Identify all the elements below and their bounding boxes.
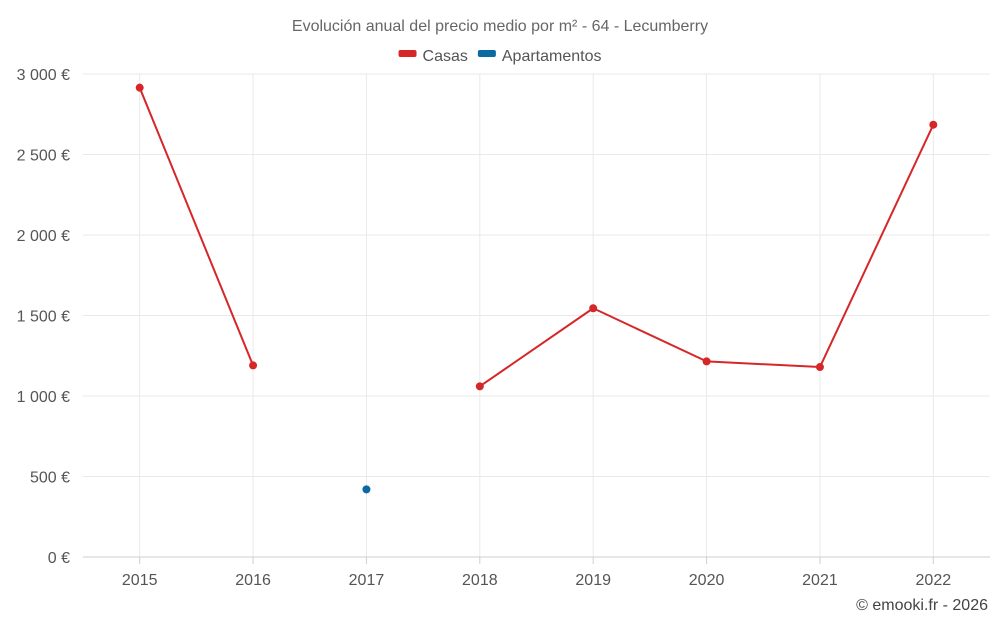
legend-swatch-casas bbox=[398, 50, 417, 57]
x-tick-label: 2015 bbox=[122, 572, 158, 589]
grid-layer bbox=[83, 73, 990, 557]
credit-text: © emooki.fr - 2026 bbox=[856, 597, 988, 614]
legend-label-casas: Casas bbox=[423, 48, 468, 65]
data-point-casas-2020 bbox=[702, 357, 711, 366]
x-tick-label: 2021 bbox=[802, 572, 838, 589]
data-point-casas-2021 bbox=[815, 363, 824, 372]
series-layer bbox=[135, 83, 938, 494]
x-tick-label: 2018 bbox=[462, 572, 498, 589]
x-tick-label: 2022 bbox=[916, 572, 952, 589]
legend-item-casas: Casas bbox=[398, 48, 468, 65]
y-tick-label: 2 500 € bbox=[17, 148, 70, 165]
data-point-casas-2022 bbox=[929, 120, 938, 129]
x-tick-label: 2019 bbox=[575, 572, 611, 589]
y-tick-label: 3 000 € bbox=[17, 67, 70, 84]
x-tick-label: 2017 bbox=[349, 572, 385, 589]
y-tick-label: 1 000 € bbox=[17, 389, 70, 406]
legend: Casas Apartamentos bbox=[398, 48, 602, 65]
data-point-casas-2018 bbox=[475, 382, 484, 391]
y-tick-label: 2 000 € bbox=[17, 228, 70, 245]
data-point-casas-2019 bbox=[589, 304, 598, 313]
legend-label-apartamentos: Apartamentos bbox=[502, 48, 602, 65]
y-tick-label: 500 € bbox=[30, 470, 70, 487]
legend-swatch-apartamentos bbox=[477, 50, 496, 57]
data-point-casas-2015 bbox=[135, 83, 144, 92]
y-tick-label: 0 € bbox=[48, 550, 70, 567]
data-point-casas-2016 bbox=[249, 361, 258, 370]
x-tick-label: 2016 bbox=[235, 572, 271, 589]
x-tick-label: 2020 bbox=[689, 572, 725, 589]
legend-item-apartamentos: Apartamentos bbox=[477, 48, 602, 65]
series-line-casas bbox=[138, 87, 254, 366]
y-tick-label: 1 500 € bbox=[17, 309, 70, 326]
axis-layer: 0 € 500 € 1 000 € 1 500 € 2 000 € 2 500 € 3 00… bbox=[17, 67, 990, 589]
data-point-apartamentos-2017 bbox=[362, 485, 371, 494]
chart-title: Evolución anual del precio medio por m² … bbox=[292, 18, 708, 35]
